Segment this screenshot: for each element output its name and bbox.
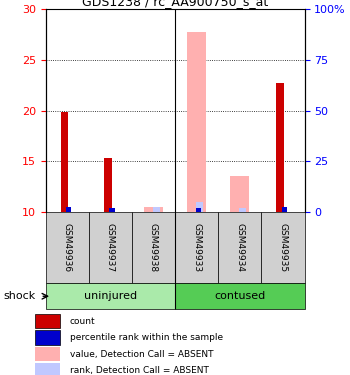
Bar bbox=[239, 208, 246, 212]
Bar bbox=[153, 207, 160, 212]
Text: shock: shock bbox=[4, 291, 36, 301]
Text: contused: contused bbox=[214, 291, 265, 301]
Bar bbox=[132, 212, 175, 283]
Bar bbox=[35, 347, 60, 361]
Text: GSM49936: GSM49936 bbox=[63, 223, 72, 272]
Text: percentile rank within the sample: percentile rank within the sample bbox=[70, 333, 223, 342]
Text: GSM49935: GSM49935 bbox=[278, 223, 287, 272]
Text: count: count bbox=[70, 316, 96, 326]
Bar bbox=[187, 32, 206, 212]
Text: value, Detection Call = ABSENT: value, Detection Call = ABSENT bbox=[70, 350, 214, 358]
Bar bbox=[104, 158, 112, 212]
Bar bbox=[35, 330, 60, 345]
Text: GSM49933: GSM49933 bbox=[192, 223, 201, 272]
Bar bbox=[196, 202, 203, 212]
Bar bbox=[46, 283, 175, 309]
Title: GDS1238 / rc_AA900750_s_at: GDS1238 / rc_AA900750_s_at bbox=[82, 0, 268, 8]
Bar bbox=[144, 207, 163, 212]
Bar bbox=[196, 208, 201, 212]
Bar bbox=[66, 207, 71, 212]
Bar bbox=[282, 207, 287, 212]
Bar bbox=[89, 212, 132, 283]
Bar bbox=[276, 83, 284, 212]
Bar bbox=[261, 212, 304, 283]
Bar bbox=[175, 212, 218, 283]
Bar bbox=[46, 212, 89, 283]
Bar bbox=[61, 112, 68, 212]
Text: GSM49934: GSM49934 bbox=[235, 223, 244, 272]
Text: GSM49938: GSM49938 bbox=[149, 223, 158, 272]
Bar bbox=[110, 208, 114, 212]
Bar bbox=[35, 363, 60, 375]
Bar bbox=[175, 283, 304, 309]
Bar bbox=[230, 177, 250, 212]
Text: uninjured: uninjured bbox=[84, 291, 137, 301]
Text: GSM49937: GSM49937 bbox=[106, 223, 115, 272]
Bar bbox=[35, 314, 60, 328]
Bar bbox=[218, 212, 261, 283]
Text: rank, Detection Call = ABSENT: rank, Detection Call = ABSENT bbox=[70, 366, 209, 375]
